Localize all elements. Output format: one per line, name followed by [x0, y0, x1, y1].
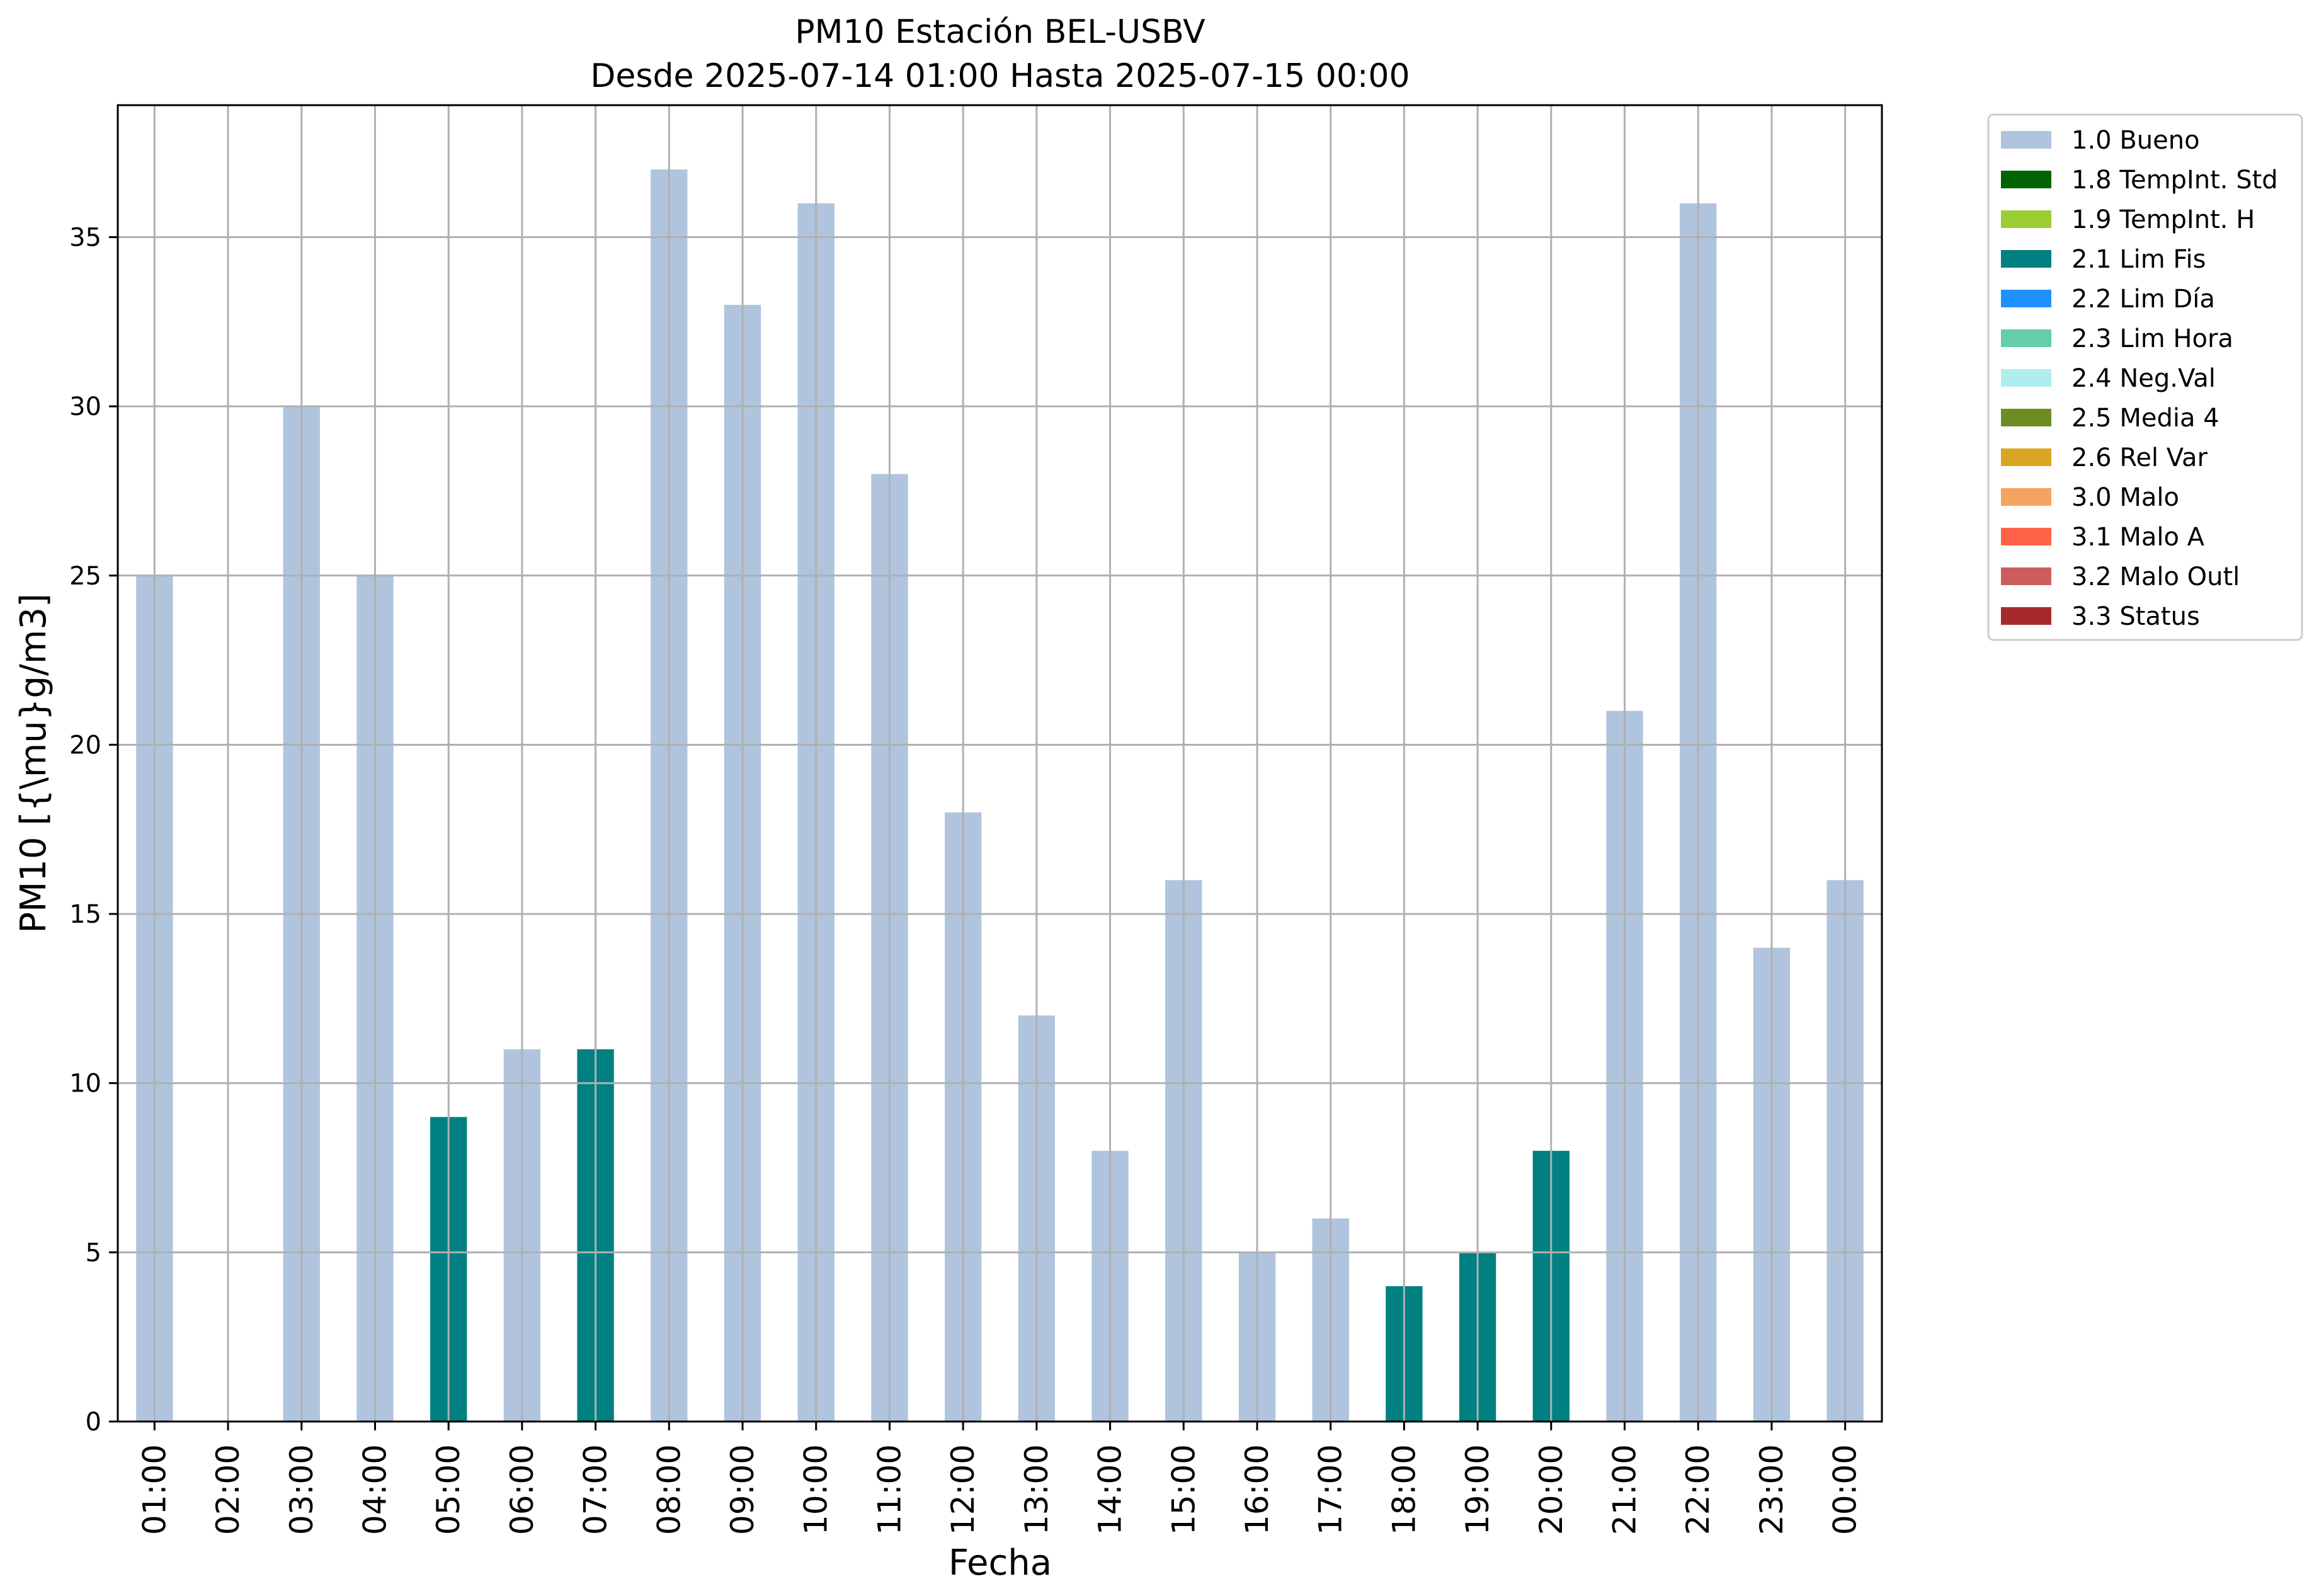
x-tick-label: 06:00	[504, 1444, 540, 1535]
x-tick-label: 03:00	[283, 1444, 320, 1535]
x-tick-label: 09:00	[724, 1444, 761, 1535]
y-tick-label: 10	[69, 1069, 101, 1098]
x-tick-label: 16:00	[1239, 1444, 1275, 1535]
y-axis: 0 5 10 15 20 25 30 35	[69, 224, 118, 1437]
x-tick-label: 17:00	[1313, 1444, 1349, 1535]
legend-label: 2.5 Media 4	[2071, 404, 2219, 433]
y-tick-label: 30	[69, 392, 101, 421]
x-tick-label: 07:00	[578, 1444, 614, 1535]
legend-swatch	[2001, 210, 2051, 228]
legend-swatch	[2001, 448, 2051, 466]
x-axis: 01:00 02:00 03:00 04:00 05:00 06:00 07:00 08:00…	[136, 1422, 1864, 1535]
x-tick-label: 05:00	[430, 1444, 467, 1535]
legend-label: 3.2 Malo Outl	[2071, 562, 2240, 591]
legend-label: 1.9 TempInt. H	[2071, 205, 2255, 234]
y-tick-label: 25	[69, 562, 101, 591]
x-tick-label: 19:00	[1459, 1444, 1496, 1535]
legend-label: 1.8 TempInt. Std	[2071, 166, 2278, 195]
y-tick-label: 0	[86, 1408, 101, 1437]
legend-swatch	[2001, 329, 2051, 347]
legend-label: 2.3 Lim Hora	[2071, 324, 2233, 353]
legend-label: 3.3 Status	[2071, 602, 2200, 631]
chart-title-line1: PM10 Estación BEL-USBV	[795, 13, 1205, 51]
legend-swatch	[2001, 567, 2051, 585]
x-tick-label: 15:00	[1165, 1444, 1202, 1535]
y-tick-label: 5	[86, 1238, 101, 1267]
legend-label: 2.2 Lim Día	[2071, 285, 2215, 314]
chart-title-line2: Desde 2025-07-14 01:00 Hasta 2025-07-15 …	[590, 57, 1410, 95]
legend-swatch	[2001, 290, 2051, 307]
legend-label: 2.1 Lim Fis	[2071, 245, 2206, 274]
x-tick-label: 11:00	[871, 1444, 908, 1535]
legend-swatch	[2001, 250, 2051, 268]
x-tick-label: 08:00	[651, 1444, 687, 1535]
x-tick-label: 00:00	[1827, 1444, 1864, 1535]
legend-label: 3.0 Malo	[2071, 483, 2179, 512]
y-tick-label: 35	[69, 224, 101, 253]
legend-label: 1.0 Bueno	[2071, 126, 2200, 155]
x-tick-label: 20:00	[1533, 1444, 1570, 1535]
grid	[118, 105, 1882, 1422]
x-tick-label: 23:00	[1753, 1444, 1790, 1535]
y-tick-label: 20	[69, 731, 101, 760]
legend-swatch	[2001, 171, 2051, 188]
x-tick-label: 01:00	[136, 1444, 173, 1535]
legend-swatch	[2001, 607, 2051, 625]
legend-swatch	[2001, 488, 2051, 506]
x-tick-label: 02:00	[210, 1444, 246, 1535]
legend-frame	[1987, 113, 2303, 641]
legend-label: 2.6 Rel Var	[2071, 443, 2208, 472]
legend-swatch	[2001, 369, 2051, 387]
legend-swatch	[2001, 528, 2051, 545]
y-axis-label: PM10 [{\mu}g/m3]	[13, 593, 54, 933]
legend-label: 3.1 Malo A	[2071, 523, 2205, 552]
legend-label: 2.4 Neg.Val	[2071, 364, 2216, 393]
x-tick-label: 04:00	[356, 1444, 393, 1535]
x-tick-label: 10:00	[798, 1444, 835, 1535]
x-tick-label: 21:00	[1607, 1444, 1643, 1535]
x-axis-label: Fecha	[949, 1542, 1052, 1583]
x-tick-label: 14:00	[1092, 1444, 1129, 1535]
y-tick-label: 15	[69, 900, 101, 929]
x-tick-label: 18:00	[1386, 1444, 1422, 1535]
x-tick-label: 13:00	[1018, 1444, 1055, 1535]
legend-swatch	[2001, 131, 2051, 149]
x-tick-label: 12:00	[945, 1444, 981, 1535]
x-tick-label: 22:00	[1680, 1444, 1716, 1535]
legend-swatch	[2001, 409, 2051, 426]
legend: 1.0 Bueno 1.8 TempInt. Std 1.9 TempInt. H 2…	[1987, 113, 2303, 641]
plot-frame	[117, 104, 1883, 1423]
